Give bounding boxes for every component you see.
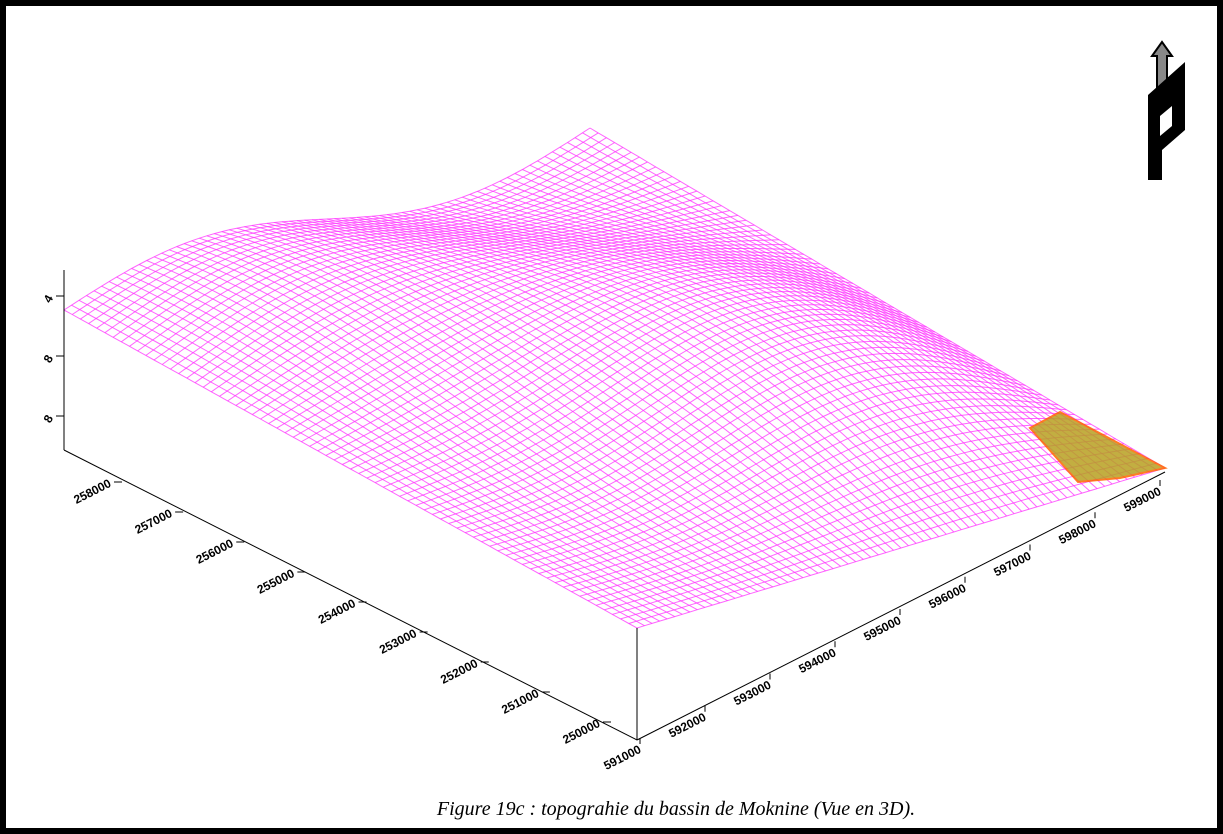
mesh-line: [567, 142, 1143, 476]
mesh-line: [350, 279, 878, 470]
mesh-line: [145, 176, 673, 356]
axes-box: [63, 270, 1166, 741]
mesh-line: [529, 164, 1106, 487]
mesh-line: [514, 173, 1090, 492]
mesh-line: [227, 224, 755, 402]
mesh-line: [342, 275, 870, 465]
mesh-line: [386, 214, 962, 531]
mesh-line: [409, 210, 985, 524]
mesh-line: [364, 216, 940, 537]
mesh-line: [88, 142, 615, 325]
mesh-line: [477, 190, 1053, 503]
mesh-line: [252, 239, 779, 415]
mesh-line: [582, 132, 1158, 471]
mesh-line: [589, 127, 1166, 469]
mesh-line: [112, 156, 640, 338]
mesh-line: [211, 214, 738, 393]
mesh-line: [537, 160, 1113, 485]
mesh-line: [104, 151, 632, 334]
mesh-line: [194, 205, 722, 384]
mesh-line: [268, 248, 796, 425]
mesh-line: [121, 161, 648, 343]
mesh-line: [417, 209, 992, 521]
mesh-line: [379, 215, 955, 533]
mesh-line: [292, 257, 821, 438]
mesh-line: [284, 254, 812, 434]
mesh-line: [484, 187, 1060, 501]
mesh-line: [71, 132, 599, 315]
mesh-line: [356, 216, 932, 540]
mesh-line: [439, 203, 1015, 515]
mesh-line: [80, 137, 607, 320]
mesh-line: [63, 127, 591, 311]
mesh-line: [334, 218, 909, 547]
mesh-line: [499, 180, 1075, 496]
mesh-line: [522, 169, 1098, 489]
mesh-line: [186, 200, 714, 379]
mesh-line: [243, 234, 771, 411]
mesh-line: [219, 219, 747, 397]
mesh-line: [325, 269, 853, 456]
mesh-line: [574, 137, 1151, 474]
mesh-line: [469, 193, 1045, 505]
mesh-line: [301, 259, 829, 443]
mesh-line: [349, 217, 924, 542]
caption: Figure 19c : topograhie du bassin de Mok…: [436, 798, 915, 820]
mesh-line: [454, 199, 1030, 510]
mesh-line: [202, 210, 730, 388]
low-zone: [1028, 410, 1168, 484]
mesh-line: [333, 272, 862, 461]
mesh-line: [161, 185, 689, 365]
mesh-line: [153, 180, 681, 361]
mesh-line: [276, 251, 804, 429]
mesh-line: [137, 171, 665, 352]
mesh-line: [559, 146, 1136, 478]
mesh-line: [129, 166, 656, 347]
north-arrow: [1148, 40, 1185, 180]
mesh-line: [507, 177, 1083, 494]
mesh-line: [96, 146, 624, 329]
surface-mesh: [63, 127, 1168, 629]
mesh-line: [260, 244, 788, 420]
mesh-line: [309, 262, 837, 447]
mesh-line: [170, 190, 697, 370]
mesh-line: [492, 184, 1068, 499]
mesh-line: [341, 217, 917, 544]
mesh-line: [317, 266, 845, 452]
mesh-line: [462, 196, 1038, 508]
mesh-line: [424, 207, 1000, 519]
mesh-line: [544, 155, 1121, 483]
mesh-line: [552, 151, 1128, 480]
mesh-line: [432, 205, 1007, 517]
mesh-line: [178, 195, 706, 375]
mesh-line: [447, 201, 1023, 512]
mesh-line: [235, 229, 763, 406]
mesh-line: [401, 212, 977, 526]
mesh-line: [394, 213, 970, 528]
mesh-line: [371, 215, 947, 535]
